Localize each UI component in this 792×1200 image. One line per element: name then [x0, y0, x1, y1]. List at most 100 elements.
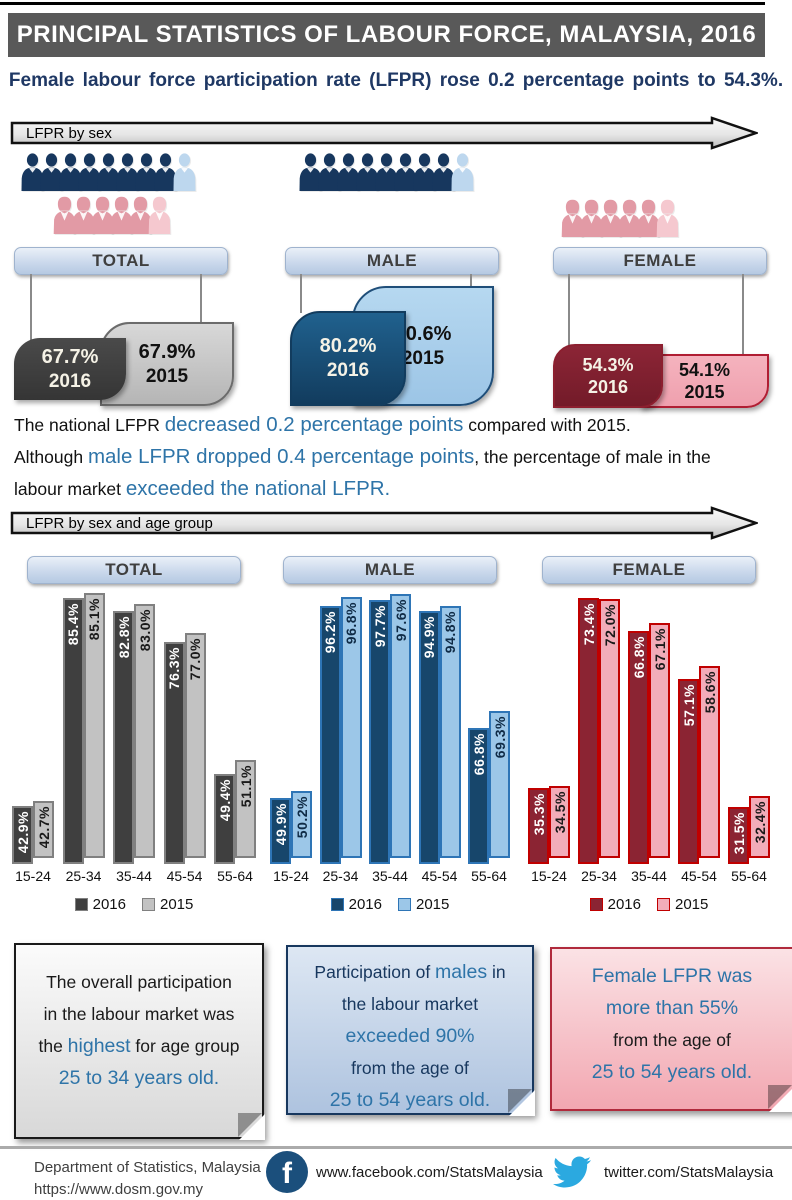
commentary-paragraph: The national LFPR decreased 0.2 percenta…	[14, 410, 780, 506]
bar-value-label: 66.8%	[630, 636, 647, 679]
male-person-icon	[318, 153, 341, 191]
text-span: compared with 2015.	[463, 415, 631, 435]
bar-male-35-44-2015: 97.6%	[390, 594, 411, 858]
bar-female-15-24-2016: 35.3%	[528, 788, 549, 864]
bar-group-total-55-64: 49.4% 51.1% 55-64	[212, 760, 258, 886]
chart-total: TOTAL 42.9% 42.7% 15-24 85.4% 85.1% 25-34 82.8…	[8, 556, 260, 913]
card-male-2016: 80.2% 2016	[290, 311, 406, 406]
group-label-total: TOTAL	[14, 247, 228, 275]
legend-label: 2015	[675, 896, 709, 913]
female-person-icon	[129, 196, 152, 234]
bar-total-55-64-2016: 49.4%	[214, 774, 235, 864]
card-year: 2016	[48, 370, 92, 392]
chart-legend: 2016 2015	[524, 896, 774, 913]
facebook-icon: f	[266, 1151, 308, 1193]
org-url[interactable]: https://www.dosm.gov.my	[34, 1181, 203, 1198]
bar-male-55-64-2016: 66.8%	[468, 728, 489, 864]
bar-value-label: 67.1%	[651, 628, 668, 671]
note-card-male: Participation of males in the labour mar…	[286, 945, 535, 1117]
legend-item-2015: 2015	[657, 896, 708, 913]
bar-total-35-44-2015: 83.0%	[134, 604, 155, 858]
female-group-icons	[560, 199, 680, 237]
connector-line	[742, 274, 744, 356]
facebook-link[interactable]: www.facebook.com/StatsMalaysia	[316, 1164, 543, 1181]
total-female-icons	[52, 196, 172, 234]
bar-group-total-25-34: 85.4% 85.1% 25-34	[61, 593, 107, 886]
card-year: 2016	[587, 377, 629, 397]
chart-title-male: MALE	[283, 556, 497, 584]
total-male-icons	[20, 153, 197, 191]
axis-category-label: 15-24	[15, 868, 51, 884]
section-banner-lfpr-by-sex: LFPR by sex	[10, 116, 758, 150]
female-person-icon	[580, 199, 603, 237]
bar-group-total-15-24: 42.9% 42.7% 15-24	[10, 801, 56, 886]
commentary-line: The national LFPR decreased 0.2 percenta…	[14, 410, 780, 442]
bar-value-label: 97.6%	[392, 599, 409, 642]
bar-pair: 49.4% 51.1%	[214, 760, 256, 864]
axis-category-label: 35-44	[631, 868, 667, 884]
note-line: 25 to 54 years old.	[552, 1057, 792, 1089]
text-span: The national LFPR	[14, 415, 165, 435]
bar-pair: 49.9% 50.2%	[270, 791, 312, 864]
bar-value-label: 66.8%	[470, 733, 487, 776]
card-value: 67.9%	[138, 340, 196, 363]
chart-title-female: FEMALE	[542, 556, 756, 584]
bar-value-label: 96.2%	[322, 611, 338, 654]
legend-swatch	[398, 898, 411, 911]
card-value: 80.2%	[319, 335, 377, 358]
card-value: 67.7%	[41, 345, 99, 368]
axis-category-label: 15-24	[531, 868, 567, 884]
legend-label: 2015	[160, 896, 194, 913]
bar-female-25-34-2016: 73.4%	[578, 598, 599, 864]
axis-category-label: 45-54	[421, 868, 458, 884]
banner-label: LFPR by sex	[26, 125, 112, 142]
bar-female-25-34-2015: 72.0%	[599, 599, 620, 858]
bar-total-25-34-2015: 85.1%	[83, 593, 105, 858]
text-span: males	[435, 961, 488, 983]
male-person-icon	[375, 153, 398, 191]
text-span: Participation of	[314, 962, 436, 982]
bar-total-45-54-2016: 76.3%	[163, 642, 185, 864]
female-person-icon	[599, 199, 622, 237]
text-span: exceeded 90%	[345, 1025, 475, 1047]
male-person-icon	[413, 153, 436, 191]
male-person-icon	[394, 153, 417, 191]
text-span: exceeded the national LFPR.	[125, 477, 391, 500]
legend-swatch	[330, 898, 344, 911]
note-line: more than 55%	[552, 993, 792, 1025]
banner-label: LFPR by sex and age group	[26, 515, 213, 532]
female-person-icon	[110, 196, 133, 234]
male-person-icon	[337, 153, 360, 191]
note-card-total: The overall participation in the labour …	[14, 943, 265, 1140]
bar-pair: 42.9% 42.7%	[12, 801, 54, 864]
bar-group-male-25-34: 96.2% 96.8% 25-34	[318, 597, 364, 886]
bar-male-25-34-2015: 96.8%	[340, 597, 362, 858]
commentary-line: labour market exceeded the national LFPR…	[14, 474, 780, 506]
note-line: from the age of	[552, 1025, 792, 1057]
chart-male: MALE 49.9% 50.2% 15-24 96.2% 96.8% 25-34 97.7%…	[266, 556, 514, 913]
note-line: from the age of	[288, 1053, 532, 1085]
bar-female-45-54-2016: 57.1%	[678, 679, 699, 864]
bar-value-label: 49.4%	[216, 779, 233, 822]
page-title: PRINCIPAL STATISTICS OF LABOUR FORCE, MA…	[8, 13, 765, 57]
female-person-icon	[91, 196, 114, 234]
text-span: Although	[14, 447, 88, 467]
bar-total-55-64-2015: 51.1%	[235, 760, 256, 858]
note-line: The overall participation	[16, 967, 262, 999]
chart-plot: 49.9% 50.2% 15-24 96.2% 96.8% 25-34 97.7% 97.6%…	[266, 586, 514, 886]
text-span: , the percentage of male in the	[474, 447, 711, 467]
text-span: in the labour market was	[43, 1004, 235, 1024]
bar-male-25-34-2016: 96.2%	[319, 606, 341, 864]
note-line: 25 to 54 years old.	[288, 1085, 532, 1117]
connector-line	[200, 274, 202, 324]
bar-value-label: 94.9%	[421, 616, 437, 659]
connector-line	[300, 274, 302, 313]
text-span: more than 55%	[605, 997, 739, 1019]
bar-group-female-55-64: 31.5% 32.4% 55-64	[726, 796, 772, 886]
bar-pair: 94.9% 94.8%	[418, 606, 461, 864]
twitter-link[interactable]: twitter.com/StatsMalaysia	[604, 1164, 774, 1181]
bar-value-label: 82.8%	[115, 616, 132, 659]
male-person-icon	[116, 153, 139, 191]
bar-value-label: 58.6%	[701, 671, 718, 714]
bar-male-45-54-2015: 94.8%	[439, 606, 461, 858]
